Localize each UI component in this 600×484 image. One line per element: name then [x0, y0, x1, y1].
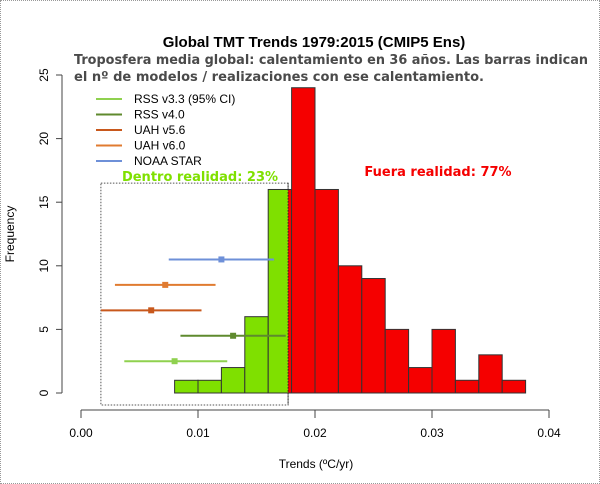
subtitle-line-2: el nº de modelos / realizaciones con ese… [74, 70, 484, 85]
bar-outside [385, 329, 409, 393]
bar-outside [408, 367, 432, 393]
obs-center-marker [148, 307, 155, 314]
bar-outside [478, 354, 503, 393]
inside-annotation: Dentro realidad: 23% [122, 170, 278, 185]
y-tick-label: 20 [37, 132, 51, 146]
outside-annotation: Fuera realidad: 77% [364, 165, 511, 180]
bar-outside [315, 189, 339, 393]
bar-outline [384, 328, 410, 394]
bar-inside [244, 316, 269, 393]
bar-outline [478, 354, 503, 394]
x-tick-label: 0.00 [69, 426, 93, 440]
bar-outside [291, 87, 315, 393]
bar-outside [288, 189, 292, 393]
bar-outside [455, 380, 479, 393]
bar-outside [338, 265, 362, 393]
bar-inside [268, 189, 289, 393]
x-axis-label: Trends (ºC/yr) [279, 457, 354, 471]
y-tick-label: 0 [37, 389, 51, 396]
bar-inside [174, 380, 198, 393]
bar-inside [221, 367, 245, 393]
y-tick-label: 5 [37, 326, 51, 333]
obs-center-marker [218, 256, 225, 263]
bar-outside [361, 278, 386, 393]
obs-center-marker [171, 358, 178, 365]
x-tick-label: 0.01 [186, 426, 210, 440]
legend-entry: UAH v5.6 [134, 123, 186, 137]
x-tick-label: 0.04 [537, 426, 561, 440]
subtitle-line-1: Troposfera media global: calentamiento e… [74, 53, 588, 68]
bar-outside [502, 380, 526, 393]
bar-inside [198, 380, 222, 393]
chart-title: Global TMT Trends 1979:2015 (CMIP5 Ens) [163, 34, 466, 51]
bar-outline [501, 379, 527, 394]
bar-outside [432, 329, 456, 393]
y-axis-label: Frequency [3, 206, 17, 263]
x-tick-label: 0.02 [303, 426, 327, 440]
obs-center-marker [162, 281, 169, 288]
legend-entry: RSS v4.0 [134, 108, 185, 122]
y-tick-label: 15 [37, 195, 51, 209]
obs-center-marker [230, 332, 237, 339]
y-tick-label: 25 [37, 68, 51, 82]
legend-entry: NOAA STAR [134, 154, 202, 168]
legend-entry: RSS v3.3 (95% CI) [134, 92, 235, 106]
legend-entry: UAH v6.0 [134, 139, 186, 153]
y-tick-label: 10 [37, 259, 51, 273]
x-tick-label: 0.03 [420, 426, 444, 440]
bar-outline [431, 328, 456, 394]
